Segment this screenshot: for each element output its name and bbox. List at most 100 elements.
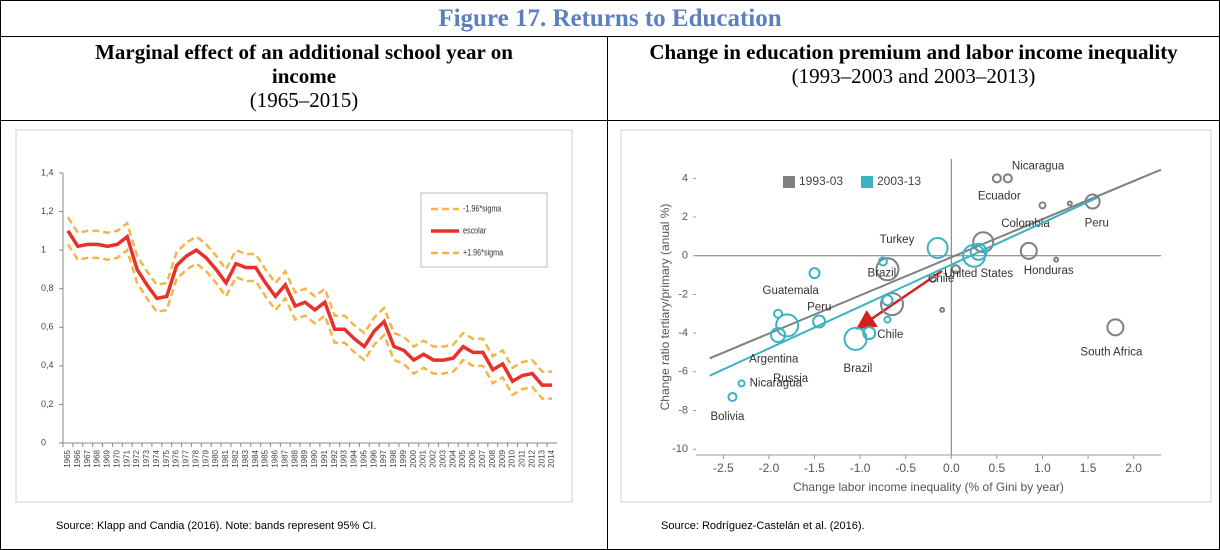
y-tick-label: 1,4 — [41, 167, 54, 177]
panel-header: Change in education premium and labor in… — [608, 37, 1219, 121]
x-tick-label: 1.5 — [1080, 461, 1097, 475]
point-label: Argentina — [749, 353, 799, 365]
x-tick-label: 1994 — [350, 449, 359, 467]
x-tick-label: -1.5 — [804, 461, 825, 475]
x-tick-label: 1989 — [300, 449, 309, 467]
chart-frame — [620, 129, 1212, 503]
point-label: Chile — [928, 273, 954, 285]
bubble — [939, 306, 946, 313]
x-tick-label: 1984 — [251, 449, 260, 467]
x-tick-label: 0.5 — [989, 461, 1006, 475]
bubble — [808, 267, 821, 280]
x-tick-label: 1975 — [162, 449, 171, 467]
x-tick-label: 1977 — [182, 449, 191, 467]
point-label: Chile — [877, 329, 903, 341]
y-tick-label: 0,2 — [41, 399, 54, 409]
x-tick-label: 1992 — [330, 449, 339, 467]
bubble — [926, 236, 949, 259]
y-tick-label: -4 — [678, 327, 688, 339]
x-tick-label: 1982 — [231, 449, 240, 467]
y-tick-label: -6 — [678, 366, 688, 378]
x-tick-label: 1978 — [191, 449, 200, 467]
x-tick-label: 1990 — [310, 449, 319, 467]
point-label: Brazil — [867, 267, 896, 279]
x-tick-label: 1968 — [93, 449, 102, 467]
x-tick-label: -0.5 — [895, 461, 916, 475]
x-tick-label: 1997 — [379, 449, 388, 467]
source-note: Source: Rodríguez-Castelán et al. (2016)… — [661, 520, 865, 532]
x-tick-label: 1974 — [152, 449, 161, 467]
bubble — [929, 274, 938, 283]
bubble — [991, 173, 1002, 184]
y-tick-label: 0 — [41, 437, 46, 447]
arrow — [855, 269, 943, 330]
x-tick-label: 2011 — [518, 449, 527, 467]
point-label: Peru — [1085, 218, 1109, 230]
panel-header: Marginal effect of an additional school … — [1, 37, 607, 121]
x-tick-label: 1987 — [280, 449, 289, 467]
x-tick-label: 2003 — [438, 449, 447, 467]
x-tick-label: 1991 — [320, 449, 329, 467]
x-tick-label: 2009 — [498, 449, 507, 467]
y-tick-label: 0,4 — [41, 360, 54, 370]
y-tick-label: 0,6 — [41, 322, 54, 332]
bubble — [773, 308, 784, 319]
panel-period: (1993–2003 and 2003–2013) — [791, 64, 1036, 88]
x-tick-label: 2008 — [488, 449, 497, 467]
x-axis-label: Change labor income inequality (% of Gin… — [793, 480, 1064, 494]
x-tick-label: 2.0 — [1125, 461, 1142, 475]
x-tick-label: 2000 — [409, 449, 418, 467]
point-label: Turkey — [880, 234, 915, 246]
x-tick-label: 1969 — [103, 449, 112, 467]
point-label: Peru — [807, 302, 831, 314]
x-tick-label: 2006 — [468, 449, 477, 467]
x-tick-label: 1973 — [142, 449, 151, 467]
bubble — [969, 242, 988, 261]
figure-title: Figure 17. Returns to Education — [1, 1, 1219, 37]
x-tick-label: 1965 — [63, 449, 72, 467]
legend-label: escolar — [463, 226, 486, 236]
y-axis-label: Change ratio tertiary/primary (anual %) — [658, 204, 672, 411]
x-tick-label: 1981 — [221, 449, 230, 467]
bubble — [972, 231, 995, 254]
x-tick-label: 1998 — [389, 449, 398, 467]
bubble — [1019, 241, 1038, 260]
series-line — [66, 216, 553, 373]
point-label: Guatemala — [763, 285, 820, 297]
x-tick-label: 2012 — [527, 449, 536, 467]
bubble — [812, 314, 827, 329]
bubble — [1053, 256, 1060, 263]
x-tick-label: -2.5 — [713, 461, 734, 475]
bubble — [1002, 173, 1013, 184]
x-tick-label: 2007 — [478, 449, 487, 467]
source-note: Source: Klapp and Candia (2016). Note: b… — [56, 520, 377, 532]
point-label: Nicaragua — [1012, 160, 1065, 172]
y-tick-label: 2 — [682, 211, 688, 223]
x-tick-label: 1993 — [340, 449, 349, 467]
bubble — [727, 391, 738, 402]
x-tick-label: 1986 — [271, 449, 280, 467]
y-tick-label: -2 — [678, 288, 688, 300]
x-tick-label: 1979 — [201, 449, 210, 467]
bubble — [775, 313, 800, 338]
bubble — [1106, 318, 1125, 337]
x-tick-label: 2010 — [508, 449, 517, 467]
point-label: Bolivia — [710, 411, 744, 423]
y-tick-label: 0 — [682, 250, 688, 262]
bubble — [770, 327, 787, 344]
y-tick-label: 4 — [682, 172, 688, 184]
x-tick-label: 1996 — [369, 449, 378, 467]
x-tick-label: 1970 — [112, 449, 121, 467]
point-label: Nicaragua — [750, 377, 803, 389]
x-tick-label: 1980 — [211, 449, 220, 467]
chart-frame — [15, 129, 573, 503]
legend-label: 2003-13 — [877, 174, 921, 188]
bubble — [1084, 193, 1101, 210]
bubble — [877, 256, 888, 267]
x-tick-label: 1985 — [261, 449, 270, 467]
bubble — [875, 257, 900, 282]
panel-heading: Change in education premium and labor in… — [649, 40, 1178, 64]
bubble — [862, 326, 877, 341]
